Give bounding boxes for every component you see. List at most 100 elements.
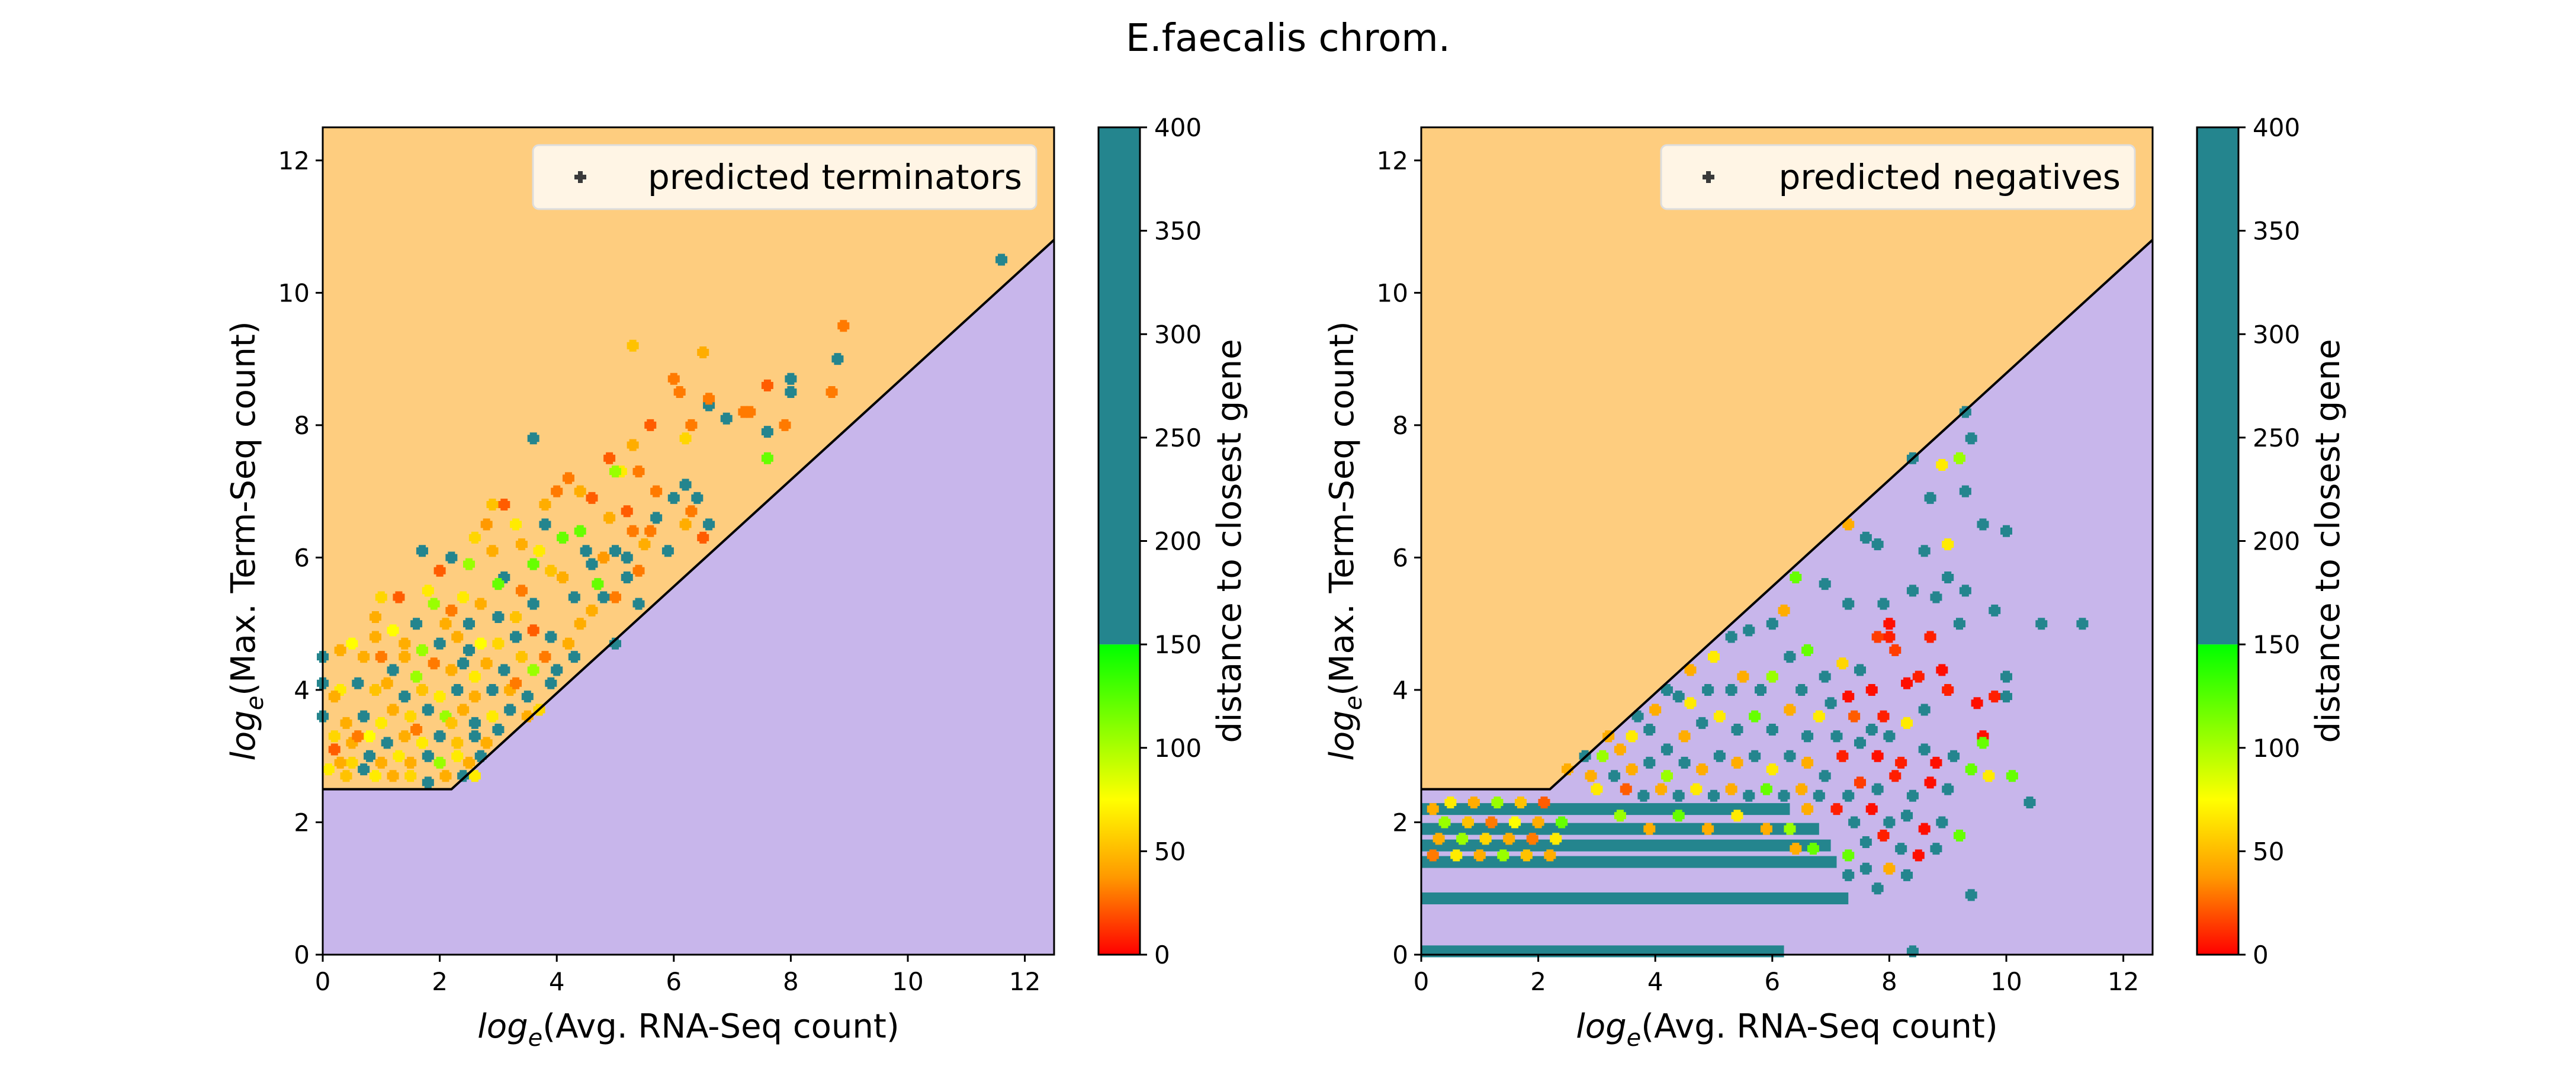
colorbar-tick-label: 300 bbox=[2253, 320, 2300, 349]
data-point bbox=[568, 591, 580, 603]
decision-boundary-line bbox=[1421, 239, 2154, 791]
data-point bbox=[445, 717, 458, 729]
data-point bbox=[1871, 631, 1884, 643]
data-point bbox=[1678, 756, 1691, 769]
y-tick-label: 2 bbox=[1392, 808, 1408, 837]
data-point bbox=[328, 730, 341, 743]
y-tick-label: 6 bbox=[1392, 543, 1408, 572]
data-point bbox=[387, 664, 399, 676]
data-point bbox=[515, 585, 528, 597]
data-point bbox=[1562, 763, 1573, 776]
legend-box bbox=[1660, 144, 2136, 210]
data-point bbox=[422, 585, 434, 597]
data-point bbox=[1877, 598, 1890, 610]
data-point bbox=[1509, 816, 1521, 829]
data-point bbox=[387, 704, 399, 716]
data-point bbox=[738, 406, 750, 418]
data-point bbox=[1854, 737, 1866, 749]
data-point bbox=[1883, 730, 1896, 743]
data-point bbox=[404, 710, 417, 723]
data-point bbox=[609, 545, 621, 557]
data-point bbox=[1906, 585, 1919, 597]
data-point bbox=[1895, 756, 1907, 769]
data-point bbox=[1819, 770, 1831, 782]
data-point bbox=[358, 651, 370, 663]
data-point bbox=[598, 591, 610, 603]
data-point bbox=[527, 558, 539, 570]
data-point bbox=[1924, 776, 1936, 789]
data-point bbox=[621, 551, 633, 564]
data-point bbox=[1901, 677, 1913, 689]
data-point bbox=[1883, 618, 1896, 630]
colorbar-tick-label: 400 bbox=[2253, 113, 2300, 142]
data-point bbox=[527, 664, 539, 676]
x-tick-label: 4 bbox=[1647, 967, 1663, 996]
data-point bbox=[1924, 492, 1936, 504]
data-point bbox=[1801, 803, 1814, 815]
data-point bbox=[697, 346, 709, 358]
data-point bbox=[1503, 833, 1515, 845]
data-point bbox=[1859, 836, 1872, 849]
data-point bbox=[433, 637, 446, 650]
data-point bbox=[381, 737, 393, 749]
data-point bbox=[638, 538, 651, 551]
x-tick-label: 2 bbox=[1530, 967, 1546, 996]
data-point bbox=[580, 545, 592, 557]
data-point bbox=[510, 611, 522, 624]
data-point bbox=[1918, 743, 1931, 756]
data-point bbox=[650, 485, 663, 497]
data-point bbox=[1901, 717, 1913, 729]
data-point bbox=[2000, 525, 2012, 537]
colorbar-tick-label: 250 bbox=[1154, 423, 1202, 452]
legend-label: predicted terminators bbox=[648, 157, 1022, 197]
data-point bbox=[346, 756, 358, 769]
data-point bbox=[1731, 810, 1743, 822]
data-point bbox=[468, 770, 481, 782]
data-point bbox=[474, 598, 487, 610]
data-point bbox=[1801, 644, 1814, 656]
data-point bbox=[498, 499, 510, 511]
data-point bbox=[1825, 697, 1837, 709]
data-point bbox=[1790, 571, 1802, 583]
data-point bbox=[1865, 803, 1878, 815]
data-point bbox=[761, 426, 773, 438]
data-point bbox=[468, 730, 481, 743]
data-point bbox=[586, 558, 598, 570]
colorbar-tick-label: 100 bbox=[2253, 734, 2300, 763]
data-point bbox=[1836, 657, 1849, 670]
data-point bbox=[1871, 750, 1884, 762]
data-point bbox=[1842, 789, 1855, 802]
data-point bbox=[375, 756, 387, 769]
data-point bbox=[586, 604, 598, 617]
data-point bbox=[1959, 485, 1971, 497]
data-point bbox=[334, 756, 346, 769]
data-point bbox=[661, 545, 674, 557]
data-point bbox=[703, 393, 715, 405]
y-axis-label: loge(Max. Term-Seq count) bbox=[1323, 321, 1367, 760]
x-axis-label: loge(Avg. RNA-Seq count) bbox=[1576, 1007, 1997, 1052]
data-point bbox=[1473, 849, 1486, 862]
x-tick-label: 4 bbox=[549, 967, 565, 996]
data-point bbox=[1766, 618, 1778, 630]
data-point bbox=[586, 492, 598, 504]
colorbar-tick-label: 0 bbox=[2253, 940, 2269, 969]
data-point bbox=[492, 637, 505, 650]
data-point bbox=[545, 631, 557, 643]
data-point bbox=[644, 419, 657, 431]
data-point bbox=[1467, 796, 1480, 808]
data-point bbox=[1883, 816, 1896, 829]
data-point bbox=[720, 412, 733, 425]
data-point bbox=[562, 472, 574, 484]
data-point bbox=[515, 538, 528, 551]
data-point bbox=[2023, 796, 2036, 808]
data-point bbox=[1672, 691, 1685, 703]
y-tick-label: 8 bbox=[1392, 411, 1408, 440]
data-point bbox=[416, 683, 428, 696]
legend-marker bbox=[1703, 171, 1714, 183]
data-band bbox=[1421, 823, 1819, 835]
y-tick-label: 8 bbox=[294, 411, 310, 440]
data-point bbox=[1813, 710, 1825, 723]
data-point bbox=[574, 618, 586, 630]
data-point bbox=[1989, 691, 2001, 703]
